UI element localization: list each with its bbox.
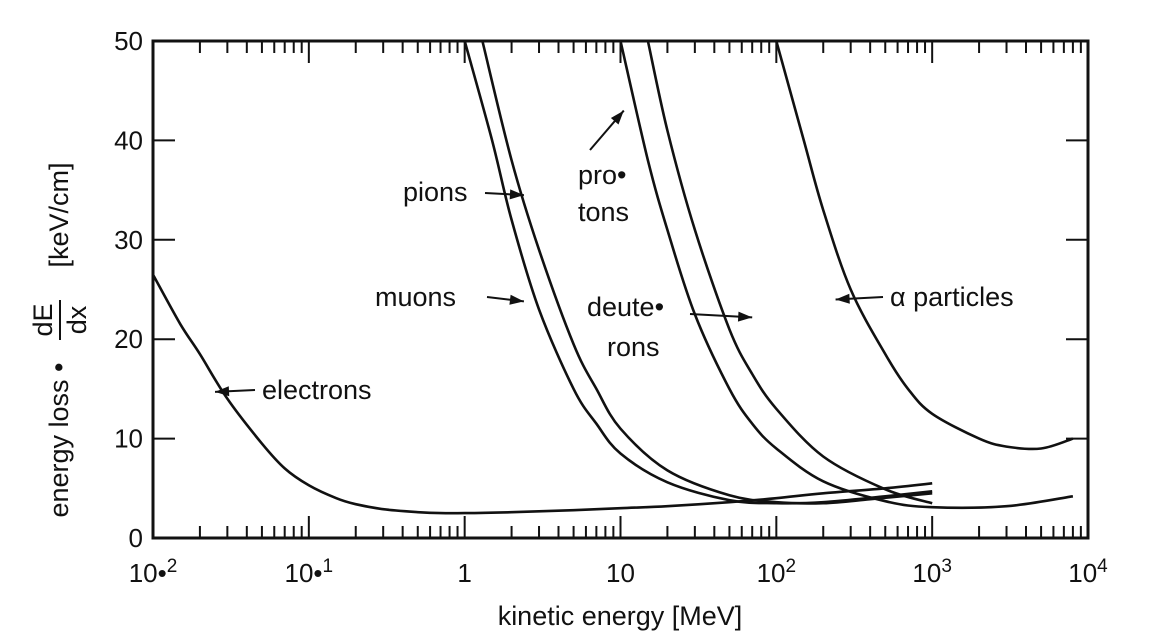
annotation-arrowhead: [509, 294, 524, 305]
y-axis-label-prefix: energy loss •: [44, 362, 74, 517]
annotation-label: pions: [403, 177, 468, 207]
y-tick-label: 30: [114, 225, 143, 255]
series-line-3: [619, 40, 1074, 510]
annotation-label-line2: tons: [578, 197, 629, 227]
annotation-arrowhead: [215, 386, 230, 397]
series-line-2: [481, 40, 933, 505]
x-tick-label: 10•1: [285, 556, 334, 588]
curves-group: [151, 40, 1074, 515]
annotation-label: electrons: [262, 375, 372, 405]
y-tick-label: 0: [129, 523, 143, 553]
x-tick-label: 10: [606, 558, 635, 588]
y-tick-label: 20: [114, 324, 143, 354]
y-tick-label: 50: [114, 26, 143, 56]
y-axis-label-fraction-denominator: dx: [62, 305, 92, 334]
annotation-label: deute•: [587, 292, 664, 322]
series-line-4: [646, 40, 933, 505]
annotation-label: pro•: [578, 160, 626, 190]
y-tick-label: 40: [114, 125, 143, 155]
x-tick-labels: 10•2 10•1 1 10 102 103 104: [129, 556, 1108, 588]
x-axis-label: kinetic energy [MeV]: [498, 601, 743, 631]
annotation-label: muons: [375, 282, 456, 312]
y-axis-label-units: [keV/cm]: [44, 162, 74, 267]
annotation-label: α particles: [890, 282, 1014, 312]
x-tick-label: 104: [1068, 556, 1108, 588]
annotation-label-line2: rons: [607, 332, 660, 362]
x-tick-label: 102: [757, 556, 797, 588]
x-tick-label: 103: [912, 556, 952, 588]
annotations-group: electrons muons pions pro• tons deute• rons α p…: [214, 109, 1014, 405]
annotation-arrowhead: [610, 110, 624, 125]
x-tick-label: 10•2: [129, 556, 178, 588]
series-line-5: [775, 40, 1074, 451]
annotation-arrowhead: [835, 293, 850, 304]
y-tick-label: 10: [114, 424, 143, 454]
y-axis-label-fraction-numerator: dE: [28, 303, 58, 336]
y-axis-label: energy loss • dE dx [keV/cm]: [28, 162, 92, 517]
series-line-1: [463, 40, 933, 505]
y-tick-labels: 0 10 20 30 40 50: [114, 26, 143, 553]
x-tick-label: 1: [457, 558, 471, 588]
annotation-arrowhead: [737, 311, 753, 322]
annotation-arrowhead: [509, 189, 524, 200]
